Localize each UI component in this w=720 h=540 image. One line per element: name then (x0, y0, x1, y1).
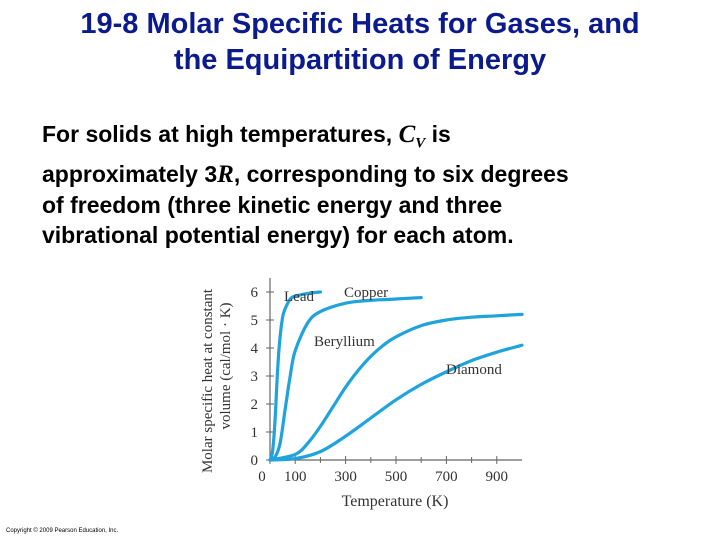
series-label-lead: Lead (284, 289, 314, 305)
cv-symbol: C (398, 121, 416, 148)
text-line-1-a: For solids at high temperatures, (42, 121, 399, 147)
curves (268, 290, 524, 462)
title-line-1: 19-8 Molar Specific Heats for Gases, and (80, 8, 640, 40)
text-line-2-a: approximately 3 (42, 160, 218, 187)
text-line-2-b: , corresponding to six degrees (233, 160, 569, 187)
y-axis-label-line-1: Molar specific heat at constant (200, 288, 216, 473)
text-line-1-b: is (425, 121, 451, 147)
y-tick-label: 5 (251, 313, 259, 329)
x-tick-label: 500 (385, 469, 408, 485)
x-tick-label: 300 (334, 469, 357, 485)
y-tick-label: 0 (251, 453, 259, 469)
text-line-4: vibrational potential energy) for each a… (42, 221, 514, 248)
text-line-3: of freedom (three kinetic energy and thr… (42, 191, 503, 218)
cv-subscript: V (415, 135, 426, 152)
title-line-2: the Equipartition of Energy (173, 44, 547, 76)
curve-lead (268, 290, 322, 462)
x-ticks: 0 100 300 500 700 900 (258, 456, 508, 485)
curve-beryllium (268, 312, 524, 462)
x-tick-label: 0 (258, 469, 266, 485)
y-tick-label: 4 (251, 341, 259, 357)
series-label-diamond: Diamond (446, 362, 502, 378)
series-labels: Lead Copper Beryllium Diamond (284, 285, 502, 378)
y-tick-label: 6 (251, 285, 259, 301)
x-tick-label: 900 (486, 469, 509, 485)
x-tick-label: 100 (284, 469, 307, 485)
y-ticks: 0 1 2 3 4 5 6 (251, 285, 274, 469)
slide-title: 19-8 Molar Specific Heats for Gases, and… (0, 6, 720, 78)
series-label-beryllium: Beryllium (314, 334, 375, 350)
series-label-copper: Copper (344, 285, 388, 301)
curve-copper (268, 296, 423, 462)
curve-diamond (268, 343, 524, 462)
text-line-1: For solids at high temperatures, CV is (42, 119, 702, 159)
text-line-2: approximately 3R, corresponding to six d… (42, 159, 702, 190)
y-axis-label: Molar specific heat at constant volume (… (200, 288, 234, 473)
y-tick-label: 1 (251, 425, 259, 441)
copyright-text: Copyright © 2009 Pearson Education, Inc. (6, 528, 119, 534)
y-tick-label: 3 (251, 369, 259, 385)
y-tick-label: 2 (251, 397, 259, 413)
r-symbol: R (217, 160, 234, 188)
x-axis-label: Temperature (K) (342, 493, 449, 510)
body-text: For solids at high temperatures, CV is a… (42, 119, 702, 250)
y-axis-label-line-2: volume (cal/mol · K) (218, 302, 234, 429)
x-tick-label: 700 (435, 469, 458, 485)
specific-heat-chart: 0 1 2 3 4 5 6 0 100 300 500 700 900 Lead Copper Ber… (200, 278, 524, 510)
